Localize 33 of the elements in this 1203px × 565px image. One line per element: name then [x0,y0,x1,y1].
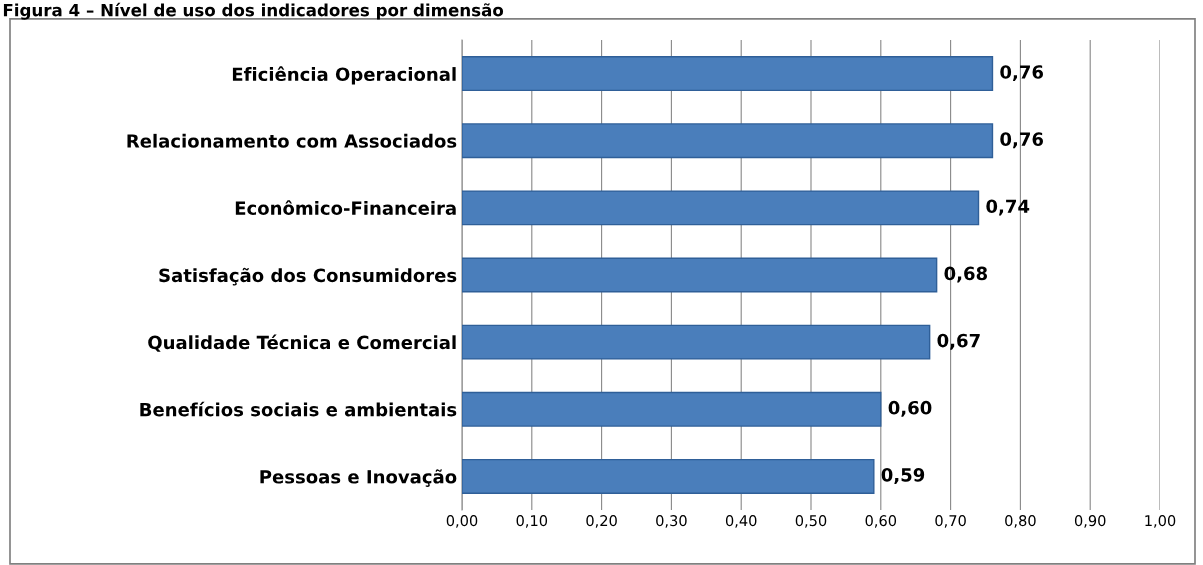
x-tick-label: 0,30 [656,515,687,528]
x-tick-label: 0,80 [1005,515,1036,528]
bar [462,458,875,494]
y-tick-label: Satisfação dos Consumidores [159,267,457,286]
x-tick-label: 0,40 [725,515,757,528]
x-tick-label: 0,50 [795,515,827,528]
x-tick-label: 0,60 [865,515,897,528]
bar [462,123,994,159]
y-tick-label: Pessoas e Inovação [260,469,457,487]
y-tick-label: Eficiência Operacional [232,66,456,85]
y-tick-label: Econômico-Financeira [235,200,456,215]
x-tick-label: 0,20 [586,515,617,528]
x-tick-label: 0,90 [1074,515,1106,528]
x-tick-label: 0,00 [446,515,478,528]
bar [462,324,931,360]
bar [462,257,938,293]
x-tick-label: 0,70 [935,515,966,528]
data-label: 0,68 [944,266,988,283]
bar [462,391,882,427]
data-label: 0,67 [937,333,980,350]
data-label: 0,60 [888,400,932,417]
data-label: 0,74 [986,199,1030,216]
x-tick-label: 0,10 [516,515,548,528]
x-tick-label: 1,00 [1145,515,1176,528]
data-label: 0,59 [881,468,925,484]
y-tick-label: Benefícios sociais e ambientais [140,401,457,417]
data-label: 0,76 [1000,132,1043,149]
data-label: 0,76 [1000,65,1043,82]
y-tick-label: Qualidade Técnica e Comercial [148,334,456,352]
text: Figura 4 – Nível de uso dos indicadores por dimensão [3,2,504,20]
y-tick-label: Relacionamento com Associados [127,133,457,148]
bar [462,56,994,92]
bar [462,190,980,226]
